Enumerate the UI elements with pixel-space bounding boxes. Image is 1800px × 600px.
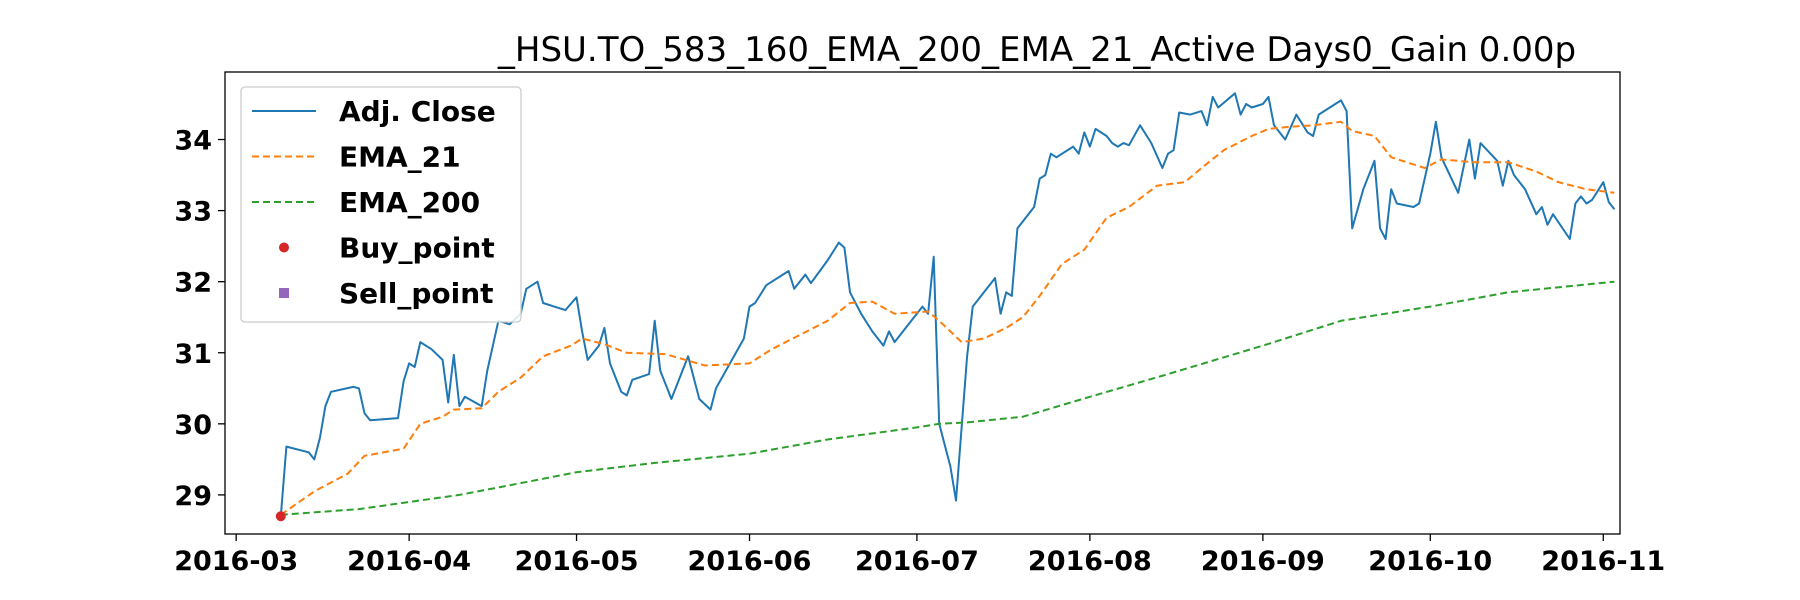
legend-item-adj-close: Adj. Close	[252, 95, 496, 128]
x-tick-label: 2016-04	[347, 546, 471, 577]
x-tick-label: 2016-11	[1541, 546, 1665, 577]
x-tick-label: 2016-05	[515, 546, 639, 577]
legend-swatch-circle	[279, 242, 289, 253]
legend-label: EMA_200	[339, 186, 480, 219]
chart-title: _HSU.TO_583_160_EMA_200_EMA_21_Active Da…	[497, 30, 1576, 70]
y-tick-label: 29	[174, 481, 212, 512]
x-tick-label: 2016-09	[1201, 546, 1325, 577]
y-tick-label: 31	[174, 339, 212, 370]
legend-label: Adj. Close	[339, 95, 496, 128]
legend-item-ema-21: EMA_21	[252, 141, 461, 174]
x-tick-label: 2016-08	[1028, 546, 1152, 577]
series-line-ema-200	[280, 280, 1615, 516]
plot-area	[224, 71, 1621, 535]
legend-label: EMA_21	[339, 141, 461, 174]
x-tick-label: 2016-07	[855, 546, 979, 577]
y-tick-label: 32	[174, 268, 212, 299]
series-line-ema-21	[280, 120, 1615, 516]
legend-item-sell-point: Sell_point	[279, 277, 494, 310]
legend-box	[240, 86, 522, 323]
x-tick-label: 2016-06	[688, 546, 812, 577]
legend: Adj. Close EMA_21 EMA_200 Buy_point Sell_poi…	[240, 86, 522, 323]
x-tick-label: 2016-10	[1368, 546, 1492, 577]
buy-point-marker	[275, 511, 286, 522]
x-tick-label: 2016-03	[174, 546, 298, 577]
legend-label: Sell_point	[339, 277, 494, 310]
legend-label: Buy_point	[339, 232, 495, 265]
legend-item-buy-point: Buy_point	[279, 232, 495, 265]
legend-swatch-square	[279, 288, 289, 298]
y-tick-label: 33	[174, 197, 212, 228]
legend-item-ema-200: EMA_200	[252, 186, 480, 219]
y-tick-label: 34	[174, 126, 212, 157]
y-tick-label: 30	[174, 410, 212, 441]
axis-layer: 2016-03 2016-04 2016-05 2016-06 2016-07 2016-…	[174, 126, 1665, 577]
